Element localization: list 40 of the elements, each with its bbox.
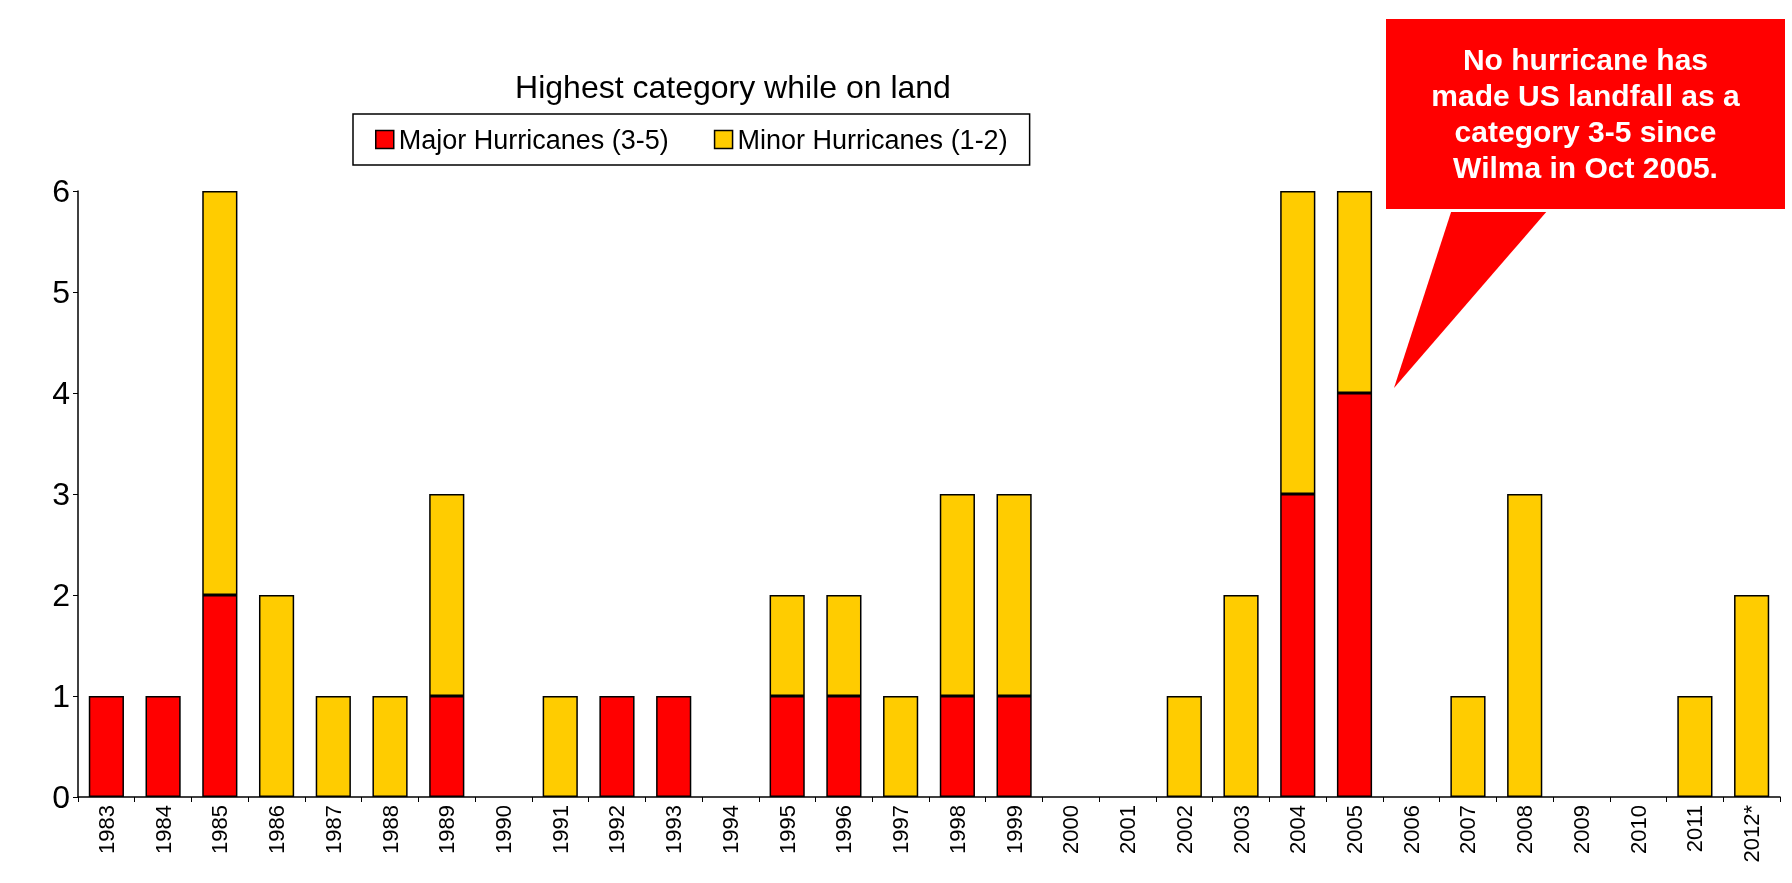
x-tick-label: 2011 (1682, 805, 1708, 853)
legend-label: Major Hurricanes (3-5) (398, 124, 669, 155)
x-tick-label: 1991 (547, 805, 573, 854)
x-tick-label: 1998 (944, 805, 970, 854)
x-tick-label: 2010 (1625, 805, 1651, 854)
y-tick-label: 1 (52, 678, 70, 714)
x-tick-label: 1999 (1001, 805, 1027, 854)
x-tick-label: 2009 (1568, 805, 1594, 854)
x-tick-label: 2008 (1512, 805, 1538, 854)
x-tick-label: 2006 (1398, 805, 1424, 854)
y-tick-label: 5 (52, 274, 70, 310)
x-tick-label: 2002 (1171, 805, 1197, 854)
x-tick-label: 1986 (264, 805, 290, 854)
x-tick-label: 1983 (93, 805, 119, 854)
x-tick-label: 1995 (774, 805, 800, 854)
x-tick-label: 1985 (207, 805, 233, 854)
x-tick-label: 2007 (1455, 805, 1481, 854)
x-tick-label: 1990 (491, 805, 516, 854)
x-tick-label: 1992 (604, 805, 630, 854)
x-tick-label: 1997 (888, 805, 914, 854)
y-tick-label: 3 (52, 476, 70, 512)
y-tick-label: 2 (52, 577, 70, 613)
x-tick-label: 2005 (1342, 805, 1367, 854)
x-tick-label: 1994 (717, 805, 743, 854)
y-tick-label: 0 (52, 779, 70, 815)
legend-label: Minor Hurricanes (1-2) (737, 124, 1008, 155)
x-tick-label: 1993 (661, 805, 687, 854)
x-tick-label: 2004 (1285, 805, 1311, 854)
x-tick-label: 1987 (320, 805, 346, 854)
x-tick-label: 2001 (1115, 805, 1141, 854)
x-tick-label: 2000 (1058, 805, 1084, 854)
x-tick-label: 1989 (434, 805, 460, 854)
x-tick-label: 2003 (1228, 805, 1254, 854)
x-tick-label: 1988 (377, 805, 403, 854)
x-tick-label: 1984 (150, 805, 176, 854)
y-tick-label: 4 (52, 375, 70, 411)
chart-title: Highest category while on land (515, 69, 951, 105)
y-tick-label: 6 (52, 173, 70, 209)
x-tick-label: 2012* (1739, 804, 1765, 863)
x-tick-label: 1996 (831, 805, 857, 854)
